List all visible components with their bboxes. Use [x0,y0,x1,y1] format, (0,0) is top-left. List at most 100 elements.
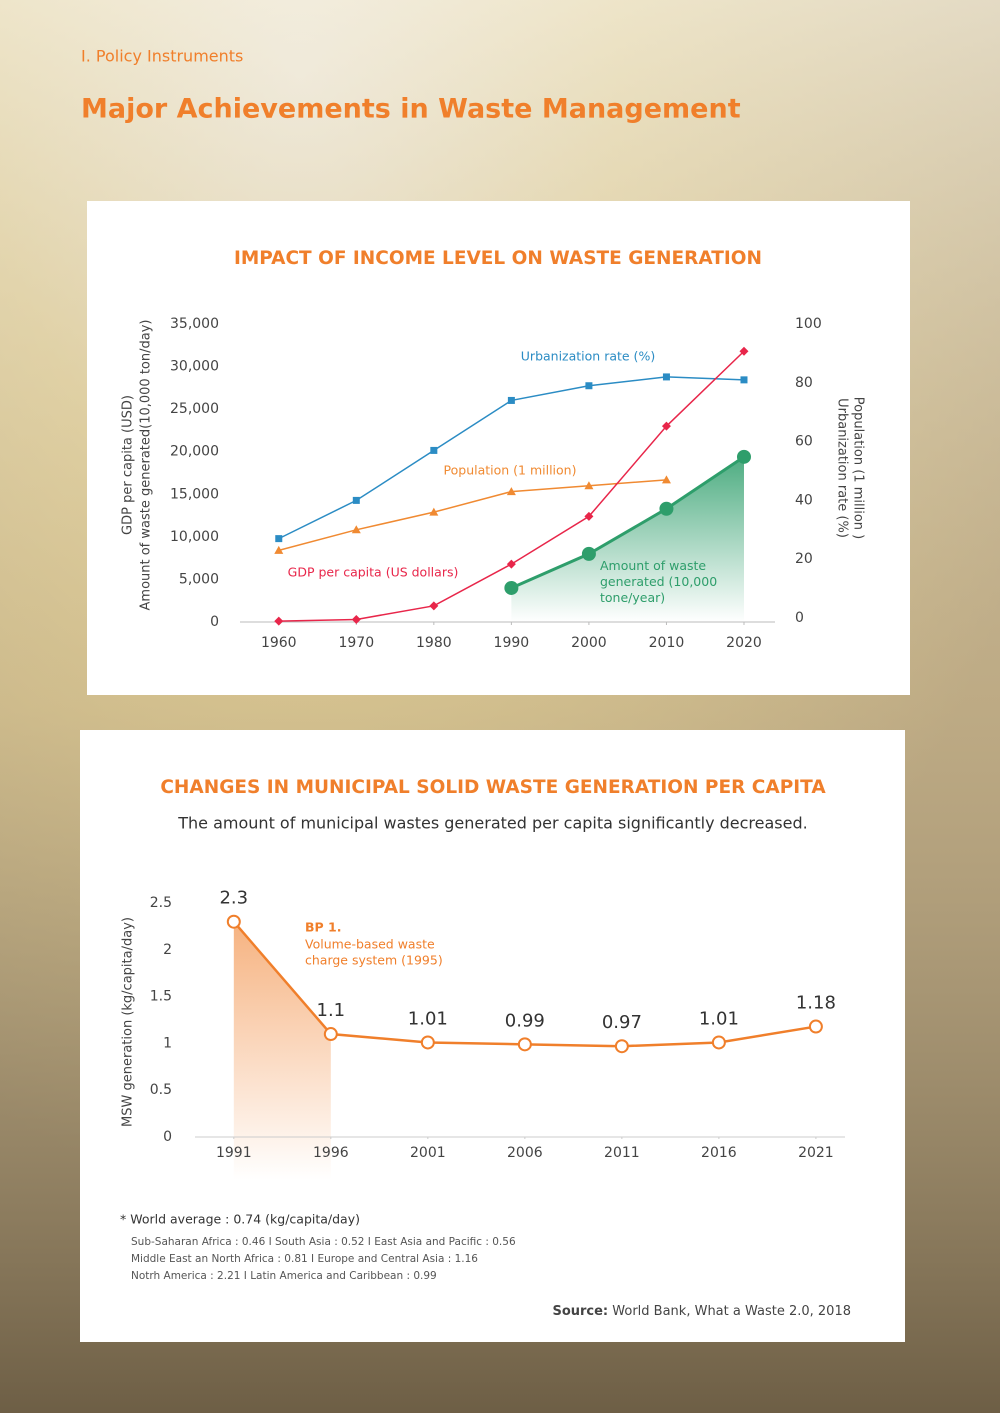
source-label: Source: [552,1304,608,1319]
marker [808,1019,823,1034]
marker [659,501,674,516]
y2-tick-label: 100 [795,316,822,332]
annotation-text: Volume-based waste [305,937,435,952]
marker [351,525,361,534]
series-label: GDP per capita (US dollars) [288,565,459,580]
source-text: World Bank, What a Waste 2.0, 2018 [612,1304,851,1319]
marker [584,511,594,521]
marker [661,421,671,431]
data-label: 2.3 [219,888,248,909]
annotation-title: BP 1. [305,920,342,935]
marker [711,1035,726,1050]
marker [517,1037,532,1052]
marker [614,1039,629,1054]
x-tick-label: 2000 [571,635,607,651]
marker [661,475,671,484]
line [278,479,667,552]
marker [323,1027,338,1042]
marker [506,559,516,569]
series-label: Population (1 million) [444,463,577,478]
y2-axis-label: Urbanization rate (%) [835,398,850,538]
marker [504,580,519,595]
y-tick-label: 25,000 [170,401,219,417]
y2-tick-label: 20 [795,551,813,567]
y-tick-label: 0.5 [150,1082,172,1098]
marker [420,1035,435,1050]
marker [429,507,439,516]
y2-tick-label: 80 [795,375,813,391]
x-tick-label: 2020 [726,635,762,651]
chart-title: CHANGES IN MUNICIPAL SOLID WASTE GENERAT… [160,777,826,798]
y-tick-label: 35,000 [170,316,219,332]
data-label: 1.1 [317,1000,346,1021]
source: Source: World Bank, What a Waste 2.0, 20… [552,1304,851,1319]
card [80,730,905,1342]
x-tick-label: 2016 [701,1145,737,1161]
x-tick-label: 2010 [649,635,685,651]
y-tick-label: 10,000 [170,529,219,545]
marker [352,496,360,504]
marker [429,601,439,611]
chart-subtitle: The amount of municipal wastes generated… [177,814,807,833]
y2-tick-label: 40 [795,492,813,508]
section-label: I. Policy Instruments [81,47,243,66]
marker [740,376,748,384]
x-tick-label: 1996 [313,1145,349,1161]
data-label: 0.99 [505,1010,545,1031]
y2-tick-label: 60 [795,434,813,450]
marker [507,396,515,404]
marker [351,614,361,624]
footnote-detail: Sub-Saharan Africa : 0.46 I South Asia :… [131,1236,516,1248]
footnote-detail: Middle East an North Africa : 0.81 I Eur… [131,1253,478,1265]
chart-title: IMPACT OF INCOME LEVEL ON WASTE GENERATI… [234,248,762,269]
data-label: 1.01 [699,1008,739,1029]
y-tick-label: 30,000 [170,359,219,375]
y-tick-label: 0 [163,1129,172,1145]
x-tick-label: 2011 [604,1145,640,1161]
data-label: 0.97 [602,1012,642,1033]
marker [274,616,284,626]
x-tick-label: 2001 [410,1145,446,1161]
marker [739,346,749,356]
y-tick-label: 2.5 [150,895,172,911]
area [511,456,744,622]
marker [274,545,284,554]
footnote-detail: Notrh America : 2.21 I Latin America and… [131,1270,437,1282]
x-tick-label: 2021 [798,1145,834,1161]
marker [585,382,593,390]
footnote: * World average : 0.74 (kg/capita/day) [120,1212,360,1227]
marker [584,481,594,490]
y-tick-label: 5,000 [179,571,219,587]
card [87,201,910,695]
y-axis-label: Amount of waste generated(10,000 ton/day… [139,320,154,611]
y-tick-label: 20,000 [170,444,219,460]
series-label: Amount of waste generated (10,000 tone/y… [600,558,718,605]
marker [275,535,283,543]
x-tick-label: 1980 [416,635,452,651]
marker [506,487,516,496]
highlight-area [233,921,331,1180]
marker [226,914,241,929]
y-axis-label: GDP per capita (USD) [121,395,136,535]
y-tick-label: 1 [163,1035,172,1051]
page-title: Major Achievements in Waste Management [81,94,741,125]
marker [430,446,438,454]
y-tick-label: 15,000 [170,486,219,502]
series-label-box: Amount of waste generated (10,000 tone/y… [600,558,718,605]
marker [736,449,751,464]
y-tick-label: 2 [163,942,172,958]
x-tick-label: 1960 [261,635,297,651]
marker [662,373,670,381]
y-axis-label: MSW generation (kg/capita/day) [121,917,136,1127]
y2-tick-label: 0 [795,610,804,626]
series-label: Urbanization rate (%) [521,349,655,364]
x-tick-label: 1970 [338,635,374,651]
y-tick-label: 0 [210,614,219,630]
marker [581,546,596,561]
y2-axis-label: Population (1 million ) [851,397,866,539]
x-tick-label: 1990 [494,635,530,651]
x-tick-label: 1991 [216,1145,252,1161]
line [510,455,745,590]
